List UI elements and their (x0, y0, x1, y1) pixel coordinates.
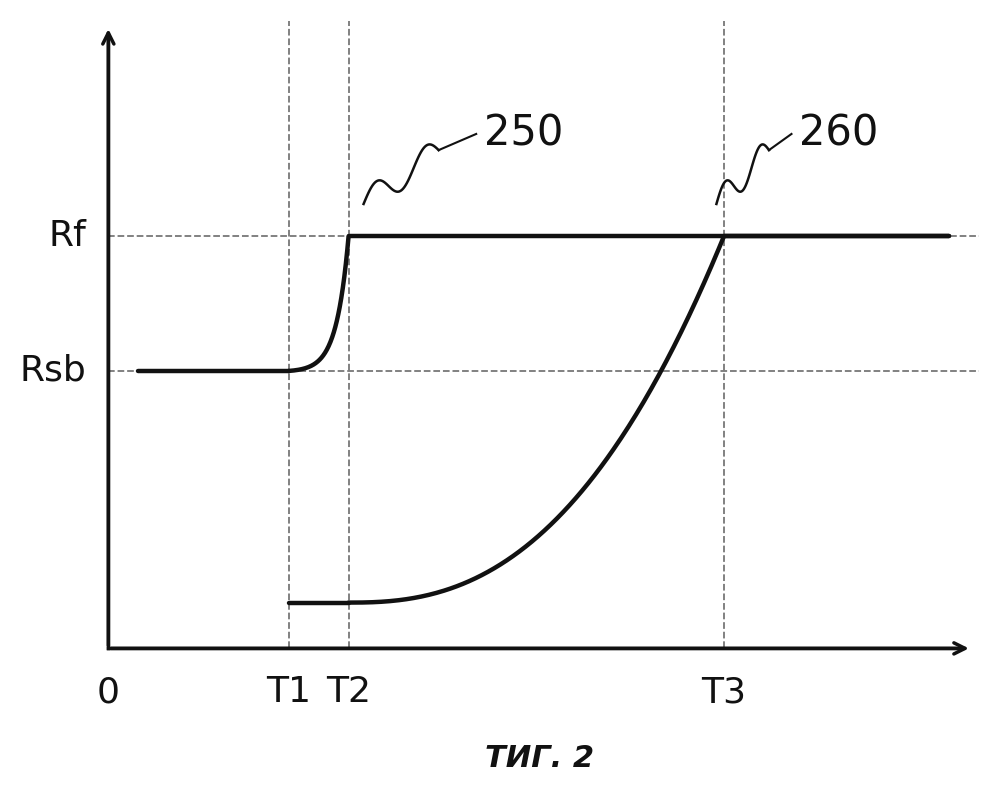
Text: 0: 0 (97, 675, 120, 709)
Text: T3: T3 (701, 675, 746, 709)
Text: T2: T2 (326, 675, 371, 709)
Text: 260: 260 (799, 113, 878, 155)
Text: Rf: Rf (48, 219, 86, 253)
Text: ΤИГ. 2: ΤИГ. 2 (485, 744, 595, 772)
Text: Rsb: Rsb (19, 354, 86, 388)
Text: T1: T1 (266, 675, 311, 709)
Text: 250: 250 (484, 113, 563, 155)
